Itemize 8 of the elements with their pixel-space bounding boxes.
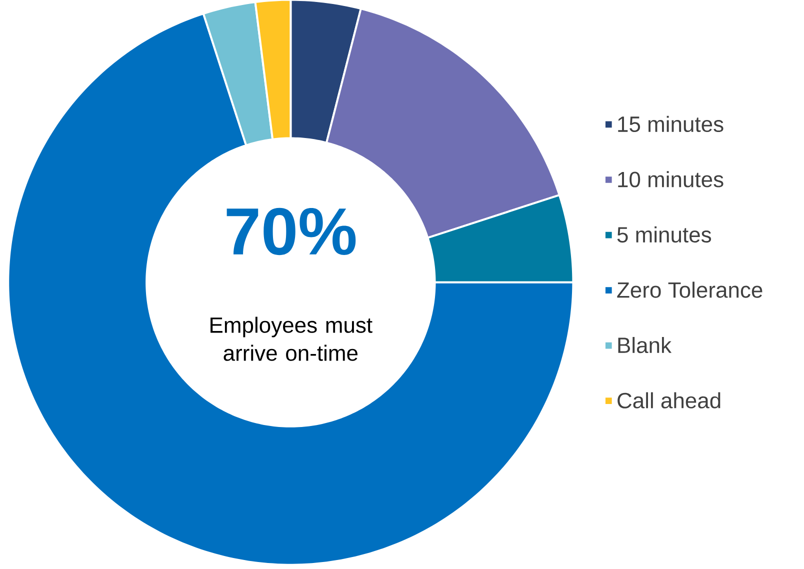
legend-label: 15 minutes [618,116,724,132]
legend-label: 10 minutes [618,171,724,188]
legend-label: Zero Tolerance [617,282,762,298]
text: Employees must arrive on-time [210,316,372,361]
legend-label: 5 minutes [617,226,712,243]
legend-label: Blank [618,336,672,354]
text: 70% [226,208,356,256]
legend-label: Call ahead [618,392,720,408]
